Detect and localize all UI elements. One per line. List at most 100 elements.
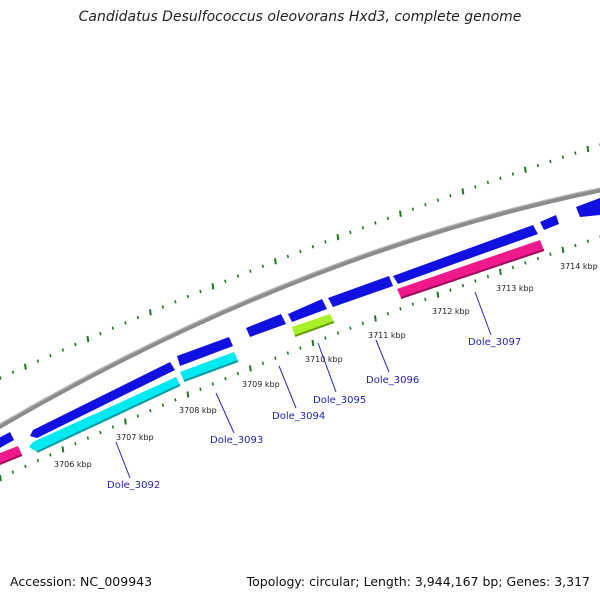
gene-blue-1[interactable]: [0, 432, 14, 449]
gene-label-dole-3094[interactable]: Dole_3094: [272, 411, 325, 422]
outer-tick: [24, 363, 27, 370]
forward-strand-genes: [0, 198, 600, 449]
inner-tick: [0, 474, 2, 482]
kbp-label: 3709 kbp: [242, 380, 280, 389]
gene-cyan-1[interactable]: [29, 377, 180, 452]
outer-tick: [374, 221, 377, 225]
outer-tick: [536, 163, 540, 168]
outer-tick: [524, 166, 527, 173]
inner-tick: [49, 453, 52, 457]
cyan-1-shadow: [36, 384, 181, 453]
gene-blue-4[interactable]: [246, 314, 286, 337]
outer-tick: [436, 198, 440, 202]
gene-pink-1[interactable]: [0, 446, 22, 466]
inner-tick: [236, 371, 240, 376]
genome-title: Candidatus Desulfococcus oleovorans Hxd3…: [78, 9, 522, 25]
inner-tick: [36, 459, 40, 463]
outer-tick: [61, 348, 65, 352]
gene-blue-6[interactable]: [328, 276, 393, 307]
gene-blue-2[interactable]: [30, 362, 175, 438]
outer-tick: [136, 315, 140, 320]
pink-2-shadow: [400, 249, 545, 299]
outer-tick: [49, 353, 52, 358]
inner-tick: [511, 265, 515, 270]
outer-tick: [424, 202, 427, 207]
inner-tick: [299, 346, 302, 350]
inner-tick: [436, 291, 440, 298]
outer-tick: [36, 359, 40, 363]
inner-tick: [11, 470, 15, 474]
outer-tick: [174, 300, 177, 304]
outer-tick: [349, 230, 352, 235]
outer-tick: [511, 172, 515, 176]
gene-blue-5[interactable]: [288, 299, 327, 322]
gene-cyan-2[interactable]: [180, 352, 238, 381]
outer-tick: [324, 240, 327, 244]
gene-name-labels: Dole_3092Dole_3093Dole_3094Dole_3095Dole…: [107, 291, 521, 491]
inner-tick: [224, 377, 227, 381]
outer-tick: [249, 269, 252, 273]
gene-label-dole-3095[interactable]: Dole_3095: [313, 395, 366, 406]
outer-tick: [361, 225, 365, 230]
cyan-2-shadow: [183, 360, 239, 382]
outer-tick: [311, 244, 315, 249]
outer-tick: [11, 370, 15, 375]
outer-tick: [561, 155, 565, 159]
gene-blue-7[interactable]: [393, 225, 538, 284]
inner-tick: [149, 408, 152, 413]
inner-tick: [586, 239, 590, 243]
inner-tick-row: [0, 235, 600, 482]
outer-tick: [336, 233, 340, 241]
gene-blue-3[interactable]: [177, 337, 233, 366]
inner-tick: [186, 391, 190, 398]
gene-blue-8[interactable]: [540, 215, 559, 230]
outer-tick: [224, 279, 227, 283]
inner-tick: [486, 274, 490, 279]
outer-tick: [86, 335, 90, 343]
outer-tick: [111, 326, 115, 330]
gene-label-dole-3097[interactable]: Dole_3097: [468, 337, 521, 348]
inner-tick: [386, 311, 390, 316]
gene-blue-9[interactable]: [576, 198, 600, 217]
gene-leader-line: [317, 342, 337, 393]
outer-tick: [299, 249, 302, 254]
outer-tick: [124, 321, 127, 325]
inner-tick: [74, 442, 77, 446]
inner-tick: [124, 418, 127, 425]
kbp-label: 3706 kbp: [54, 460, 92, 469]
inner-tick: [24, 464, 27, 469]
outer-tick: [99, 331, 102, 336]
inner-tick: [499, 268, 502, 276]
outer-tick: [499, 176, 502, 180]
outer-tick: [386, 216, 390, 221]
inner-tick: [249, 365, 252, 372]
inner-tick: [199, 387, 202, 391]
outer-tick: [474, 185, 477, 189]
pink-1-shadow: [0, 454, 23, 466]
genome-backbone: [0, 187, 600, 430]
inner-tick: [474, 279, 477, 283]
inner-tick: [411, 302, 415, 306]
inner-tick: [111, 425, 115, 429]
kbp-label: 3708 kbp: [179, 406, 217, 415]
inner-tick: [211, 382, 215, 386]
gene-label-dole-3093[interactable]: Dole_3093: [210, 435, 263, 446]
inner-tick: [311, 339, 315, 347]
kbp-label: 3714 kbp: [560, 262, 598, 271]
gene-label-dole-3096[interactable]: Dole_3096: [366, 375, 419, 386]
outer-tick: [486, 180, 490, 185]
inner-tick: [86, 436, 90, 440]
gene-label-dole-3092[interactable]: Dole_3092: [107, 480, 160, 491]
outer-tick: [449, 194, 452, 198]
kbp-label: 3707 kbp: [116, 433, 154, 442]
inner-tick: [274, 356, 277, 360]
inner-tick: [261, 361, 265, 365]
gene-lime-1[interactable]: [292, 314, 334, 336]
outer-tick: [149, 309, 152, 316]
reverse-strand-genes: [0, 240, 545, 466]
gene-pink-2[interactable]: [397, 240, 544, 298]
inner-tick: [349, 326, 352, 330]
inner-tick: [136, 414, 140, 418]
inner-tick: [99, 430, 102, 435]
